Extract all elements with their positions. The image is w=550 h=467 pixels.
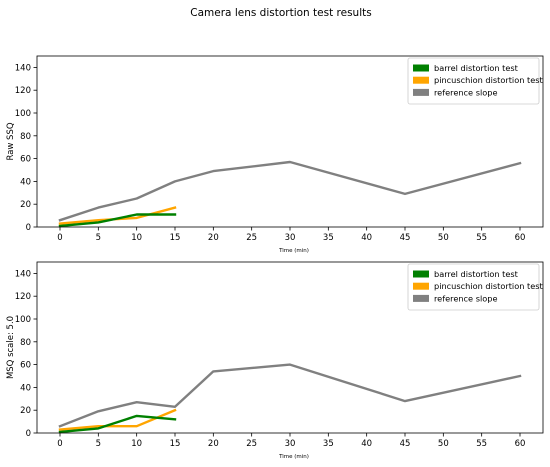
legend-swatch — [413, 64, 429, 72]
x-tick-label: 35 — [323, 439, 334, 449]
x-tick-label: 0 — [57, 233, 62, 243]
y-axis-label: Raw SSQ — [6, 122, 16, 160]
legend-box — [407, 57, 540, 105]
x-tick-label: 25 — [246, 233, 257, 243]
subplot-1: 0 5 10 15 20 25 30 35 40 45 50 55 60 0 20 40 60 80 100 120 1… — [6, 55, 544, 254]
x-tick-label: 10 — [131, 233, 142, 243]
x-tick-label: 20 — [208, 233, 219, 243]
legend-label: barrel distortion test — [434, 63, 519, 73]
y-tick-label: 0 — [26, 223, 31, 233]
x-axis-label: Time (min) — [278, 248, 309, 254]
y-tick-label: 80 — [20, 132, 31, 142]
y-tick-label: 140 — [15, 269, 31, 279]
y-tick-label: 60 — [20, 361, 31, 371]
subplots: 0 5 10 15 20 25 30 35 40 45 50 55 600204060801001201… — [6, 55, 544, 460]
legend-swatch — [413, 270, 429, 278]
x-tick-label: 20 — [208, 439, 219, 449]
legend: barrel distortion test pincuschion distor… — [407, 57, 544, 105]
y-tick-label: 20 — [20, 406, 31, 416]
x-tick-label: 30 — [285, 233, 296, 243]
series-line-3 — [58, 160, 522, 222]
x-tick-label: 10 — [131, 439, 142, 449]
x-tick-label: 55 — [476, 233, 487, 243]
x-tick-label: 30 — [285, 439, 296, 449]
x-tick-label: 25 — [246, 439, 257, 449]
x-tick-label: 55 — [476, 439, 487, 449]
x-tick-label: 35 — [323, 233, 334, 243]
x-tick-label: 5 — [96, 233, 101, 243]
legend-label: pincuschion distortion test — [434, 281, 544, 291]
series-line-3 — [58, 363, 522, 428]
x-tick-label: 15 — [170, 439, 181, 449]
x-axis-label: Time (min) — [278, 454, 309, 460]
x-tick-label: 40 — [361, 439, 372, 449]
x-tick-label: 60 — [515, 439, 526, 449]
x-tick-label: 15 — [170, 233, 181, 243]
x-tick-label: 50 — [438, 439, 449, 449]
y-tick-label: 40 — [20, 177, 31, 187]
figure-title: Camera lens distortion test results — [190, 7, 371, 19]
x-tick-label: 45 — [400, 233, 411, 243]
series-line-1 — [58, 414, 177, 434]
y-tick-label: 80 — [20, 338, 31, 348]
x-tick-label: 0 — [57, 439, 62, 449]
y-axis-label: MSQ scale: 5.0 — [6, 316, 16, 379]
y-tick-label: 100 — [15, 109, 31, 119]
x-tick-label: 50 — [438, 233, 449, 243]
y-tick-label: 120 — [15, 292, 31, 302]
legend-swatch — [413, 76, 429, 84]
y-tick-label: 100 — [15, 315, 31, 325]
y-tick-label: 60 — [20, 155, 31, 165]
x-tick-label: 60 — [515, 233, 526, 243]
y-tick-label: 20 — [20, 200, 31, 210]
y-tick-label: 140 — [15, 63, 31, 73]
y-tick-label: 120 — [15, 86, 31, 96]
legend-swatch — [413, 282, 429, 290]
legend-swatch — [413, 88, 429, 96]
legend-label: reference slope — [434, 293, 497, 303]
legend-label: barrel distortion test — [434, 269, 519, 279]
x-tick-label: 40 — [361, 233, 372, 243]
legend-label: reference slope — [434, 87, 497, 97]
legend-box — [407, 263, 540, 311]
x-tick-label: 45 — [400, 439, 411, 449]
legend: barrel distortion test pincuschion distor… — [407, 263, 544, 311]
legend-label: pincuschion distortion test — [434, 75, 544, 85]
legend-swatch — [413, 294, 429, 302]
y-tick-label: 0 — [26, 429, 31, 439]
y-tick-label: 40 — [20, 383, 31, 393]
subplot-2: 0 5 10 15 20 25 30 35 40 45 50 55 60 0 20 40 60 80 100 120 1… — [6, 261, 544, 460]
series-line-1 — [58, 213, 177, 228]
x-tick-label: 5 — [96, 439, 101, 449]
